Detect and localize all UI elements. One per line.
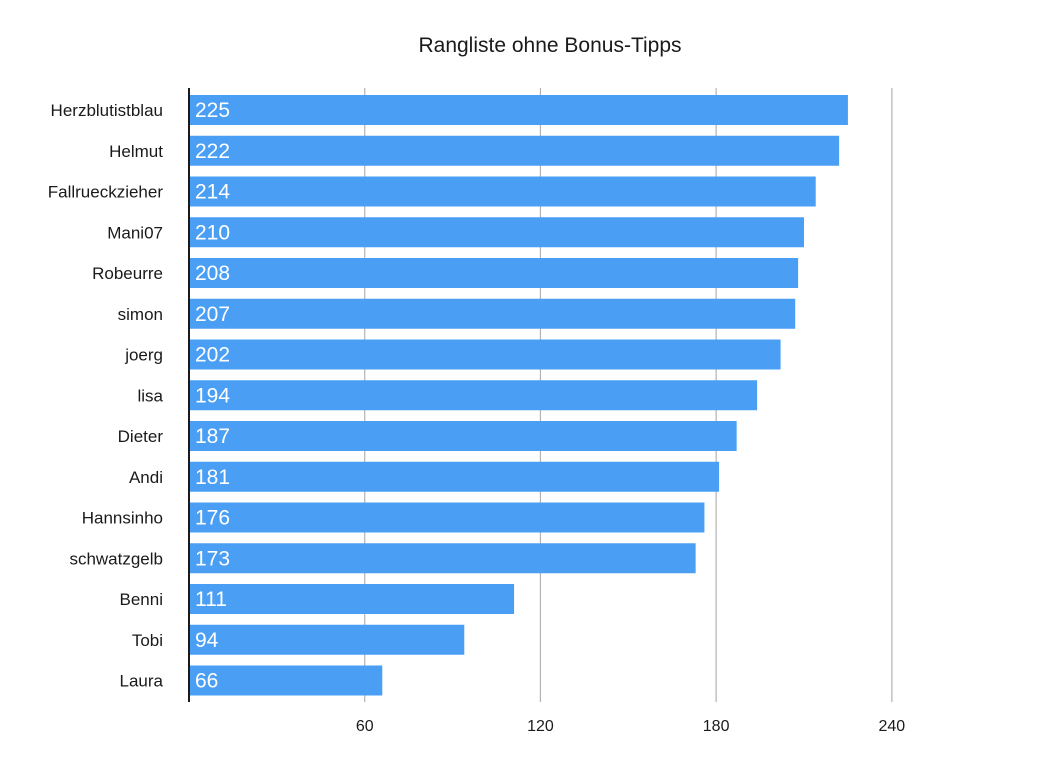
bar bbox=[189, 339, 781, 370]
chart-title: Rangliste ohne Bonus-Tipps bbox=[418, 34, 681, 57]
data-labels: 225 222 214 210 208 207 202 194 187 181 176 173 111 9… bbox=[195, 99, 230, 693]
category-label: Benni bbox=[120, 590, 163, 609]
data-label: 225 bbox=[195, 99, 230, 122]
bar bbox=[189, 543, 696, 574]
data-label: 202 bbox=[195, 344, 230, 367]
category-label: simon bbox=[118, 305, 163, 324]
category-label: schwatzgelb bbox=[69, 549, 163, 568]
bar bbox=[189, 217, 804, 248]
x-tick-label: 240 bbox=[879, 718, 906, 735]
bar bbox=[189, 461, 720, 492]
category-label: Fallrueckzieher bbox=[48, 183, 164, 202]
category-label: lisa bbox=[137, 386, 163, 405]
category-label: Robeurre bbox=[92, 264, 163, 283]
data-label: 94 bbox=[195, 629, 219, 652]
data-label: 187 bbox=[195, 425, 230, 448]
data-label: 194 bbox=[195, 384, 230, 407]
bar bbox=[189, 380, 758, 411]
data-label: 111 bbox=[195, 588, 227, 611]
x-tick-label: 180 bbox=[703, 718, 730, 735]
data-label: 176 bbox=[195, 507, 230, 530]
data-label: 66 bbox=[195, 670, 218, 693]
bar bbox=[189, 421, 737, 451]
category-label: joerg bbox=[124, 346, 163, 365]
data-label: 181 bbox=[195, 466, 230, 489]
data-label: 210 bbox=[195, 221, 230, 244]
category-label: Tobi bbox=[132, 631, 163, 650]
data-label: 208 bbox=[195, 262, 230, 285]
x-tick-labels: 60 120 180 240 bbox=[356, 718, 905, 735]
bar bbox=[189, 176, 816, 207]
category-label: Hannsinho bbox=[82, 509, 163, 528]
category-label: Mani07 bbox=[107, 223, 163, 242]
bar bbox=[189, 135, 840, 166]
bars bbox=[189, 95, 848, 696]
category-label: Herzblutistblau bbox=[51, 101, 163, 120]
data-label: 214 bbox=[195, 181, 230, 204]
bar bbox=[189, 258, 799, 288]
category-labels: Herzblutistblau Helmut Fallrueckzieher Mani… bbox=[48, 101, 164, 691]
bar bbox=[189, 95, 848, 125]
x-tick-label: 60 bbox=[356, 718, 374, 735]
category-label: Andi bbox=[129, 468, 163, 487]
category-label: Helmut bbox=[109, 142, 163, 161]
category-label: Laura bbox=[120, 672, 164, 691]
bar bbox=[189, 624, 465, 655]
data-label: 222 bbox=[195, 140, 230, 163]
bar bbox=[189, 584, 515, 614]
category-label: Dieter bbox=[118, 427, 164, 446]
data-label: 173 bbox=[195, 547, 230, 570]
bar bbox=[189, 502, 705, 533]
bar bbox=[189, 665, 383, 696]
bar bbox=[189, 298, 796, 329]
data-label: 207 bbox=[195, 303, 230, 326]
x-tick-label: 120 bbox=[527, 718, 554, 735]
